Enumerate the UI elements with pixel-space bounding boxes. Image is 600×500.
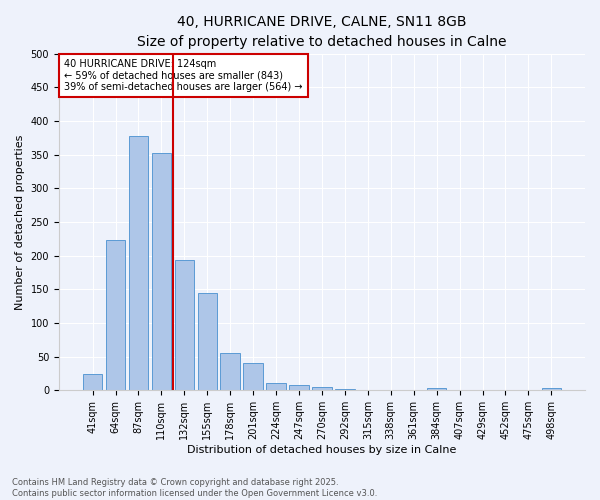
Bar — [175, 260, 194, 390]
Bar — [289, 385, 309, 390]
Bar — [335, 389, 355, 390]
Bar — [427, 388, 446, 390]
Bar — [106, 240, 125, 390]
Bar — [220, 354, 240, 391]
Bar — [266, 383, 286, 390]
Bar — [542, 388, 561, 390]
Bar — [128, 136, 148, 390]
X-axis label: Distribution of detached houses by size in Calne: Distribution of detached houses by size … — [187, 445, 457, 455]
Bar — [244, 364, 263, 390]
Title: 40, HURRICANE DRIVE, CALNE, SN11 8GB
Size of property relative to detached house: 40, HURRICANE DRIVE, CALNE, SN11 8GB Siz… — [137, 15, 507, 48]
Text: Contains HM Land Registry data © Crown copyright and database right 2025.
Contai: Contains HM Land Registry data © Crown c… — [12, 478, 377, 498]
Bar — [83, 374, 103, 390]
Bar — [152, 154, 171, 390]
Bar — [197, 293, 217, 390]
Y-axis label: Number of detached properties: Number of detached properties — [15, 134, 25, 310]
Text: 40 HURRICANE DRIVE: 124sqm
← 59% of detached houses are smaller (843)
39% of sem: 40 HURRICANE DRIVE: 124sqm ← 59% of deta… — [64, 59, 302, 92]
Bar — [312, 387, 332, 390]
